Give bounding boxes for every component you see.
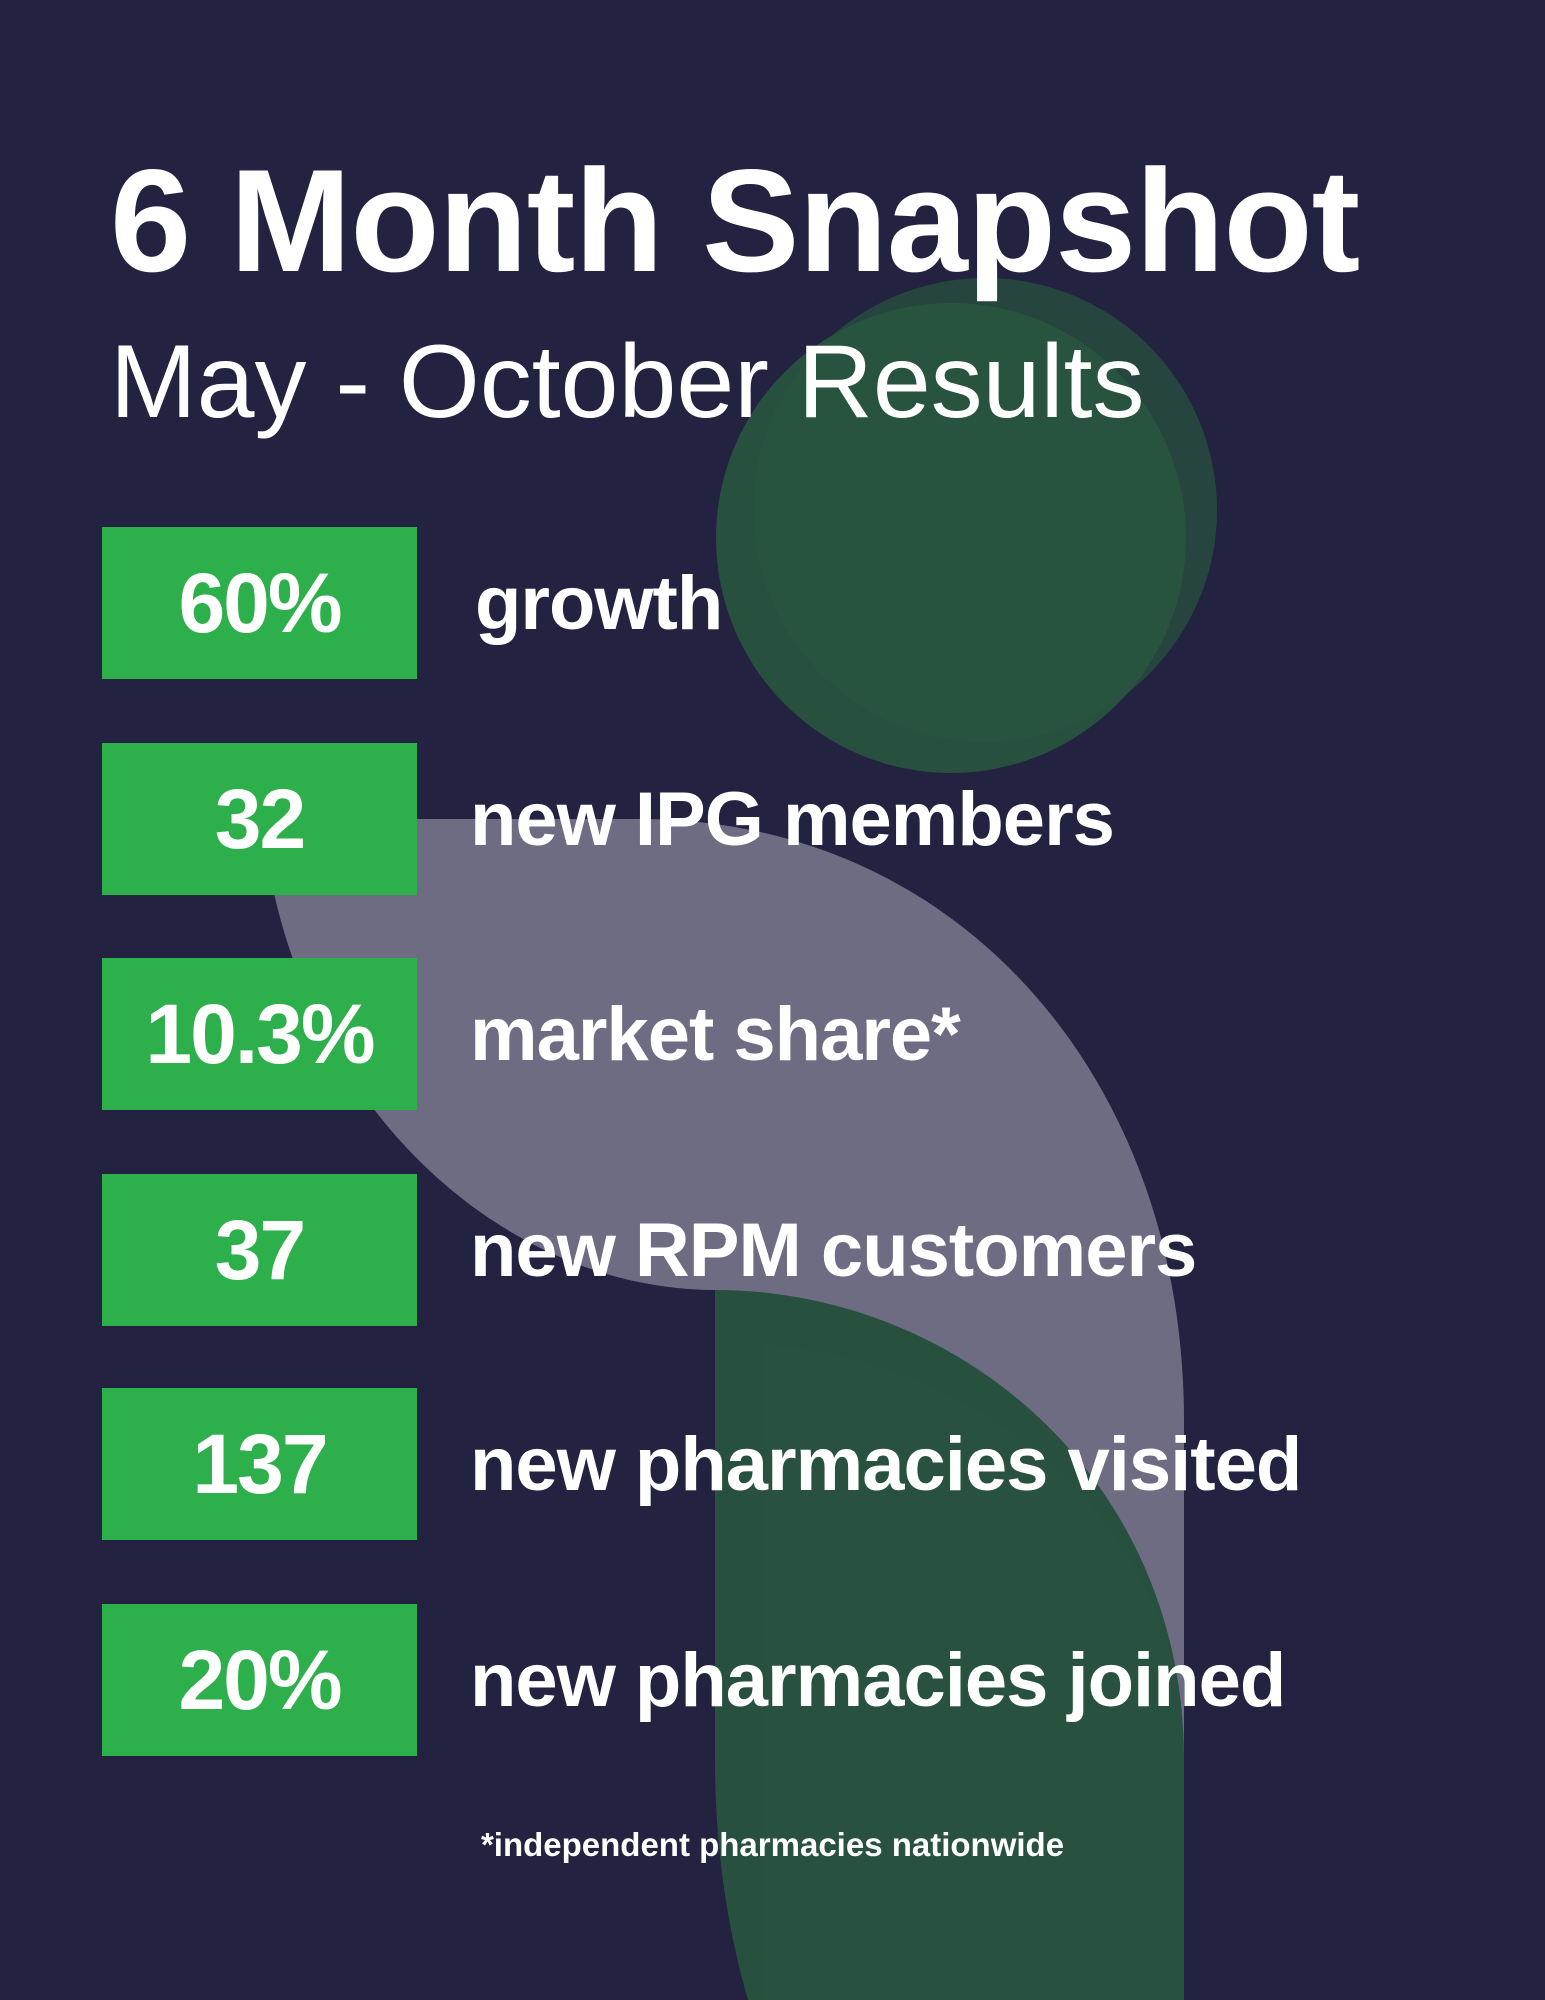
stat-value: 137	[102, 1388, 417, 1540]
stat-label: market share*	[470, 991, 961, 1077]
stat-row: 32 new IPG members	[102, 743, 1502, 895]
logo-green-stem-highlight	[765, 1345, 1184, 2000]
stat-value: 32	[102, 743, 417, 895]
logo-dot-highlight	[753, 278, 1217, 742]
stat-value: 10.3%	[102, 958, 417, 1110]
stat-row: 10.3% market share*	[102, 958, 1502, 1110]
stat-value: 37	[102, 1174, 417, 1326]
stat-row: 60% growth	[102, 527, 1502, 679]
page-subtitle: May - October Results	[110, 324, 1145, 440]
stat-row: 137 new pharmacies visited	[102, 1388, 1502, 1540]
stat-row: 20% new pharmacies joined	[102, 1604, 1502, 1756]
stat-row: 37 new RPM customers	[102, 1174, 1502, 1326]
stat-value: 60%	[102, 527, 417, 679]
stat-label: new pharmacies visited	[470, 1421, 1302, 1507]
stat-label: new RPM customers	[470, 1207, 1197, 1293]
stat-value: 20%	[102, 1604, 417, 1756]
stat-label: new pharmacies joined	[470, 1637, 1286, 1723]
page-title: 6 Month Snapshot	[110, 139, 1360, 302]
stat-label: growth	[475, 560, 723, 646]
stat-label: new IPG members	[470, 776, 1115, 862]
footnote: *independent pharmacies nationwide	[480, 1826, 1065, 1863]
